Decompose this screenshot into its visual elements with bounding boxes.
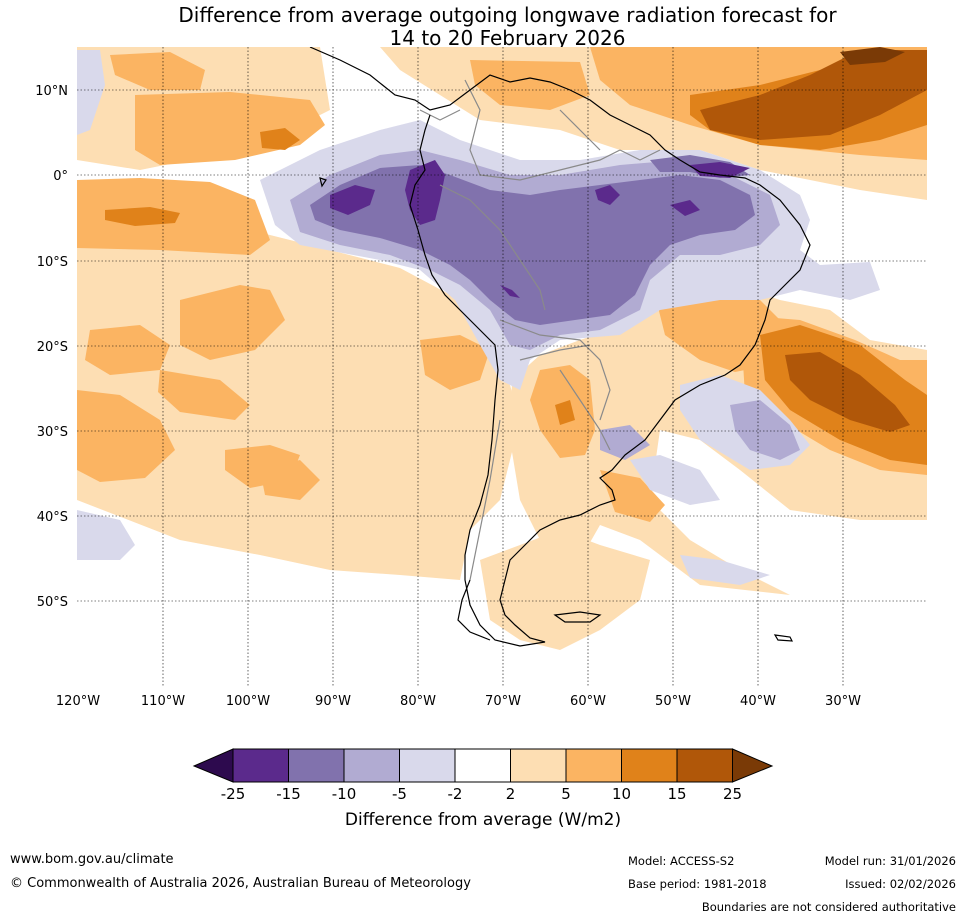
copyright-text: © Commonwealth of Australia 2026, Austra…	[10, 876, 471, 891]
longitude-labels: 120°W 110°W 100°W 90°W 80°W 70°W 60°W 50…	[56, 694, 861, 709]
colorbar-tick: -25	[221, 785, 246, 803]
lon-label: 110°W	[141, 694, 185, 709]
disclaimer-text: Boundaries are not considered authoritat…	[701, 900, 956, 914]
lon-label: 70°W	[485, 694, 521, 709]
colorbar-title: Difference from average (W/m2)	[345, 810, 621, 830]
anomaly-over-25-regions	[840, 47, 905, 65]
lon-label: 40°W	[740, 694, 776, 709]
map-title-line2: 14 to 20 February 2026	[389, 26, 626, 50]
colorbar-segment	[621, 748, 678, 783]
lat-label: 40°S	[37, 510, 68, 525]
lat-label: 30°S	[37, 425, 68, 440]
colorbar-tick: 25	[723, 785, 742, 803]
colorbar-tick: -10	[332, 785, 357, 803]
colorbar-segment	[565, 748, 622, 783]
latitude-labels: 10°N 0° 10°S 20°S 30°S 40°S 50°S	[35, 84, 68, 610]
colorbar-segment	[399, 748, 456, 783]
colorbar-segment	[510, 748, 567, 783]
graticule	[77, 47, 927, 687]
colorbar-tick: 15	[667, 785, 686, 803]
lon-label: 30°W	[825, 694, 861, 709]
colorbar-segment	[343, 748, 400, 783]
colorbar-segment	[232, 748, 289, 783]
lon-label: 80°W	[400, 694, 436, 709]
map-title-line1: Difference from average outgoing longwav…	[178, 3, 837, 27]
colorbar-tick: -2	[448, 785, 463, 803]
issued-text: Issued: 02/02/2026	[845, 877, 956, 891]
colorbar-segment	[676, 748, 733, 783]
lon-label: 60°W	[570, 694, 606, 709]
colorbar-lower-extend	[192, 748, 234, 783]
anomaly-field	[77, 47, 927, 687]
model-run-text: Model run: 31/01/2026	[824, 854, 956, 868]
colorbar-tick: 2	[506, 785, 516, 803]
anomaly-15-to-25-regions	[700, 50, 927, 432]
colorbar-tick: 10	[612, 785, 631, 803]
lon-label: 90°W	[315, 694, 351, 709]
lon-label: 100°W	[226, 694, 270, 709]
base-period-text: Base period: 1981-2018	[628, 877, 767, 891]
map-title: Difference from average outgoing longwav…	[0, 4, 965, 50]
country-borders	[419, 79, 661, 581]
lon-label: 50°W	[655, 694, 691, 709]
coastline	[309, 47, 811, 647]
anomaly-minus-25-to-minus-15-regions	[330, 160, 750, 298]
lat-label: 20°S	[37, 340, 68, 355]
lon-label: 120°W	[56, 694, 100, 709]
lat-label: 50°S	[37, 595, 68, 610]
colorbar: -25 -15 -10 -5 -2 2 5 10 15 25 Differenc…	[192, 748, 774, 830]
colorbar-segment	[454, 748, 511, 783]
colorbar-tick: -5	[392, 785, 407, 803]
colorbar-tick: -15	[276, 785, 301, 803]
model-text: Model: ACCESS-S2	[628, 854, 735, 868]
lat-label: 10°S	[37, 255, 68, 270]
lat-label: 0°	[53, 169, 68, 184]
website-link[interactable]: www.bom.gov.au/climate	[10, 852, 174, 867]
colorbar-tick: 5	[561, 785, 571, 803]
colorbar-upper-extend	[732, 748, 774, 783]
colorbar-segment	[288, 748, 345, 783]
lat-label: 10°N	[35, 84, 68, 99]
